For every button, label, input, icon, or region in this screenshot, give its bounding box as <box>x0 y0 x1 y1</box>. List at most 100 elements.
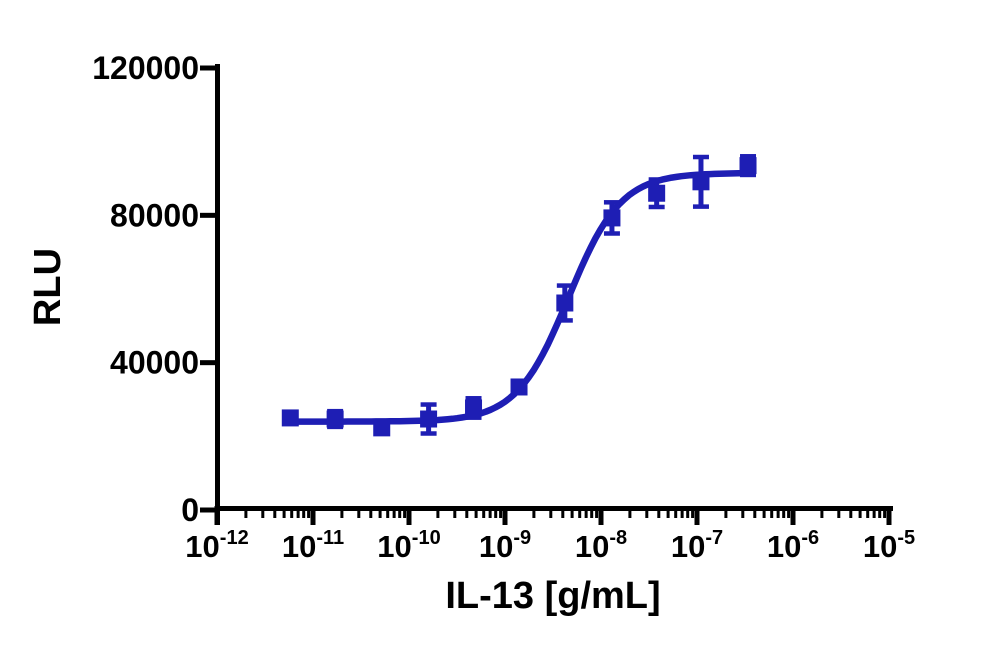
x-minor-tick <box>776 506 780 518</box>
y-axis-line <box>215 64 220 525</box>
error-cap-bottom <box>692 204 709 209</box>
x-minor-tick <box>872 506 876 518</box>
x-tick-label: 10-5 <box>863 527 915 564</box>
x-minor-tick <box>357 506 361 518</box>
x-major-tick <box>310 506 316 525</box>
error-cap-bottom <box>465 415 482 420</box>
x-minor-tick <box>369 506 373 518</box>
x-minor-tick <box>474 506 478 518</box>
x-minor-tick <box>392 506 396 518</box>
x-minor-tick <box>666 506 670 518</box>
y-tick-label: 0 <box>181 492 199 528</box>
x-minor-tick <box>762 506 766 518</box>
chart-layer: 0 40000 80000 120000 10-12 10-11 10-10 10-9 10-8… <box>92 50 915 564</box>
x-minor-tick <box>837 506 841 518</box>
x-minor-tick <box>680 506 684 518</box>
x-major-tick <box>214 506 220 525</box>
x-minor-tick <box>578 506 582 518</box>
x-minor-tick <box>244 506 248 518</box>
error-cap-top <box>603 200 620 205</box>
error-cap-top <box>465 396 482 401</box>
x-tick-label: 10-8 <box>575 527 627 564</box>
data-point <box>556 294 574 312</box>
x-minor-tick <box>674 506 678 518</box>
x-minor-tick <box>849 506 853 518</box>
error-cap-bottom <box>420 431 437 436</box>
x-minor-tick <box>494 506 498 518</box>
x-minor-tick <box>378 506 382 518</box>
x-tick-label: 10-11 <box>282 527 344 564</box>
y-tick-label: 40000 <box>110 345 199 381</box>
x-minor-tick <box>436 506 440 518</box>
data-point <box>603 209 621 227</box>
x-minor-tick <box>465 506 469 518</box>
x-minor-tick <box>866 506 870 518</box>
x-minor-tick <box>261 506 265 518</box>
x-major-tick <box>790 506 796 525</box>
x-minor-tick <box>782 506 786 518</box>
y-tick <box>200 212 215 218</box>
y-tick-label: 80000 <box>110 197 199 233</box>
error-cap-top <box>556 283 573 288</box>
x-minor-tick <box>273 506 277 518</box>
x-major-tick <box>598 506 604 525</box>
x-tick-label: 10-6 <box>767 527 819 564</box>
y-tick <box>200 360 215 366</box>
x-minor-tick <box>858 506 862 518</box>
x-minor-tick <box>584 506 588 518</box>
data-point <box>373 419 391 437</box>
error-cap-top <box>692 154 709 160</box>
x-minor-tick <box>645 506 649 518</box>
data-point <box>739 157 757 175</box>
x-minor-tick <box>770 506 774 518</box>
x-minor-tick <box>398 506 402 518</box>
x-minor-tick <box>302 506 306 518</box>
x-minor-tick <box>595 506 599 518</box>
data-point <box>326 410 344 428</box>
error-cap-top <box>740 154 757 159</box>
y-tick <box>200 65 215 71</box>
x-minor-tick <box>590 506 594 518</box>
x-axis-line <box>215 506 893 511</box>
x-minor-tick <box>549 506 553 518</box>
x-minor-tick <box>628 506 632 518</box>
x-major-tick <box>886 506 892 525</box>
x-minor-tick <box>686 506 690 518</box>
x-minor-tick <box>820 506 824 518</box>
data-point <box>648 184 666 202</box>
y-tick-label: 120000 <box>92 50 199 86</box>
x-major-tick <box>406 506 412 525</box>
x-tick-label: 10-10 <box>377 527 440 564</box>
x-minor-tick <box>340 506 344 518</box>
x-minor-tick <box>499 506 503 518</box>
x-minor-tick <box>657 506 661 518</box>
x-minor-tick <box>282 506 286 518</box>
error-cap-bottom <box>603 231 620 236</box>
data-point <box>692 173 710 191</box>
y-axis-title: RLU <box>27 248 69 326</box>
x-major-tick <box>694 506 700 525</box>
x-minor-tick <box>453 506 457 518</box>
x-tick-label: 10-9 <box>479 527 531 564</box>
x-minor-tick <box>753 506 757 518</box>
x-minor-tick <box>724 506 728 518</box>
data-point <box>465 399 483 417</box>
x-minor-tick <box>561 506 565 518</box>
error-cap-top <box>648 177 665 182</box>
error-cap-bottom <box>648 204 665 210</box>
x-minor-tick <box>296 506 300 518</box>
x-tick-label: 10-12 <box>185 527 248 564</box>
x-minor-tick <box>482 506 486 518</box>
y-tick <box>200 507 215 513</box>
x-minor-tick <box>386 506 390 518</box>
x-minor-tick <box>488 506 492 518</box>
x-minor-tick <box>741 506 745 518</box>
x-minor-tick <box>883 506 887 518</box>
x-minor-tick <box>290 506 294 518</box>
x-minor-tick <box>307 506 311 518</box>
x-minor-tick <box>691 506 695 518</box>
data-point <box>510 378 528 396</box>
x-minor-tick <box>878 506 882 518</box>
